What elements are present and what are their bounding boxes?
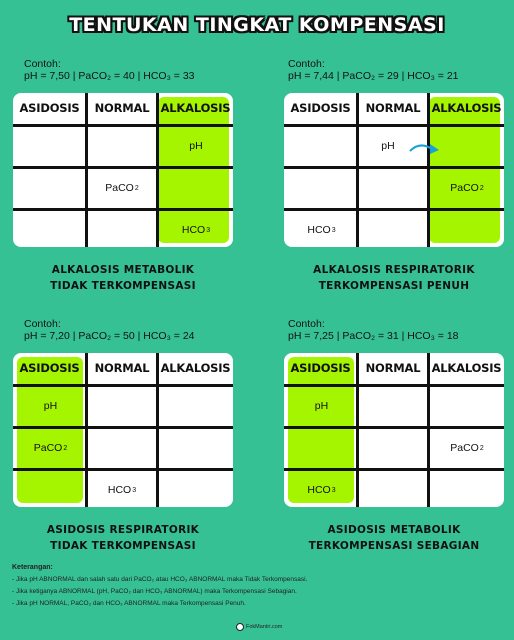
cell-hco3: HCO 3 bbox=[307, 224, 336, 236]
header-normal: NORMAL bbox=[94, 101, 150, 115]
caption-line: TERKOMPENSASI SEBAGIAN bbox=[308, 540, 480, 552]
divider bbox=[13, 426, 233, 429]
highlight-asidosis bbox=[17, 357, 83, 503]
cell-paco2: PaCO 2 bbox=[450, 442, 484, 454]
divider bbox=[13, 124, 233, 127]
header-asidosis: ASIDOSIS bbox=[290, 101, 351, 115]
highlight-alkalosis bbox=[158, 97, 229, 243]
cell-hco3: HCO 3 bbox=[181, 224, 211, 236]
header-asidosis: ASIDOSIS bbox=[290, 361, 351, 375]
cell-ph: pH bbox=[189, 140, 203, 152]
cell-paco2: PaCO 2 bbox=[33, 442, 68, 454]
divider bbox=[427, 93, 430, 247]
header-alkalosis: ALKALOSIS bbox=[431, 361, 502, 375]
notes-title: Keterangan: bbox=[12, 564, 53, 571]
cell-hco3: HCO 3 bbox=[307, 484, 336, 496]
caption-line: ALKALOSIS METABOLIK bbox=[51, 264, 195, 276]
divider bbox=[284, 208, 504, 211]
divider bbox=[284, 384, 504, 387]
caption-2: ALKALOSIS RESPIRATORIK TERKOMPENSASI PEN… bbox=[284, 262, 504, 294]
divider bbox=[13, 384, 233, 387]
example-values: pH = 7,20 | PaCO₂ = 50 | HCO₃ = 24 bbox=[24, 330, 195, 342]
caption-line: ASIDOSIS METABOLIK bbox=[327, 524, 461, 536]
example-label: Contoh: bbox=[288, 58, 325, 70]
header-alkalosis: ALKALOSIS bbox=[431, 101, 502, 115]
cell-ph: pH bbox=[43, 400, 58, 412]
header-normal: NORMAL bbox=[365, 101, 421, 115]
example-values: pH = 7,44 | PaCO₂ = 29 | HCO₃ = 21 bbox=[288, 70, 459, 82]
cell-ph: pH bbox=[314, 400, 329, 412]
divider bbox=[13, 208, 233, 211]
cell-ph: pH bbox=[381, 140, 395, 152]
divider bbox=[356, 93, 359, 247]
divider bbox=[156, 353, 159, 507]
header-alkalosis: ALKALOSIS bbox=[160, 361, 231, 375]
divider bbox=[85, 353, 88, 507]
page-title: TENTUKAN TINGKAT KOMPENSASI bbox=[69, 14, 445, 36]
divider bbox=[356, 353, 359, 507]
header-normal: NORMAL bbox=[365, 361, 421, 375]
cell-paco2: PaCO 2 bbox=[450, 182, 484, 194]
divider bbox=[284, 124, 504, 127]
example-label: Contoh: bbox=[288, 318, 325, 330]
example-values: pH = 7,25 | PaCO₂ = 31 | HCO₃ = 18 bbox=[288, 330, 459, 342]
cell-hco3: HCO 3 bbox=[107, 484, 137, 496]
arrow-right-icon bbox=[409, 144, 439, 154]
header-asidosis: ASIDOSIS bbox=[19, 101, 80, 115]
highlight-alkalosis bbox=[429, 97, 500, 243]
footer-text: FokMantri.com bbox=[246, 624, 283, 630]
header-normal: NORMAL bbox=[94, 361, 150, 375]
notes: Keterangan: - Jika pH ABNORMAL dan salah… bbox=[12, 562, 502, 610]
example-values: pH = 7,50 | PaCO₂ = 40 | HCO₃ = 33 bbox=[24, 70, 195, 82]
table-card-4: ASIDOSIS NORMAL ALKALOSIS pH PaCO 2 HCO 3 bbox=[284, 353, 504, 507]
note-item: - Jika pH NORMAL, PaCO₂ dan HCO₃ ABNORMA… bbox=[12, 600, 246, 607]
table-card-2: ASIDOSIS NORMAL ALKALOSIS pH PaCO 2 HCO 3 bbox=[284, 93, 504, 247]
divider bbox=[284, 166, 504, 169]
divider bbox=[13, 468, 233, 471]
highlight-asidosis bbox=[288, 357, 354, 503]
divider bbox=[85, 93, 88, 247]
caption-line: TIDAK TERKOMPENSASI bbox=[50, 540, 196, 552]
caption-3: ASIDOSIS RESPIRATORIK TIDAK TERKOMPENSAS… bbox=[13, 522, 233, 554]
example-4: Contoh: pH = 7,25 | PaCO₂ = 31 | HCO₃ = … bbox=[288, 318, 514, 342]
divider bbox=[13, 166, 233, 169]
cell-paco2: PaCO 2 bbox=[105, 182, 139, 194]
caption-line: TERKOMPENSASI PENUH bbox=[318, 280, 470, 292]
example-3: Contoh: pH = 7,20 | PaCO₂ = 50 | HCO₃ = … bbox=[24, 318, 264, 342]
divider bbox=[284, 468, 504, 471]
caption-4: ASIDOSIS METABOLIK TERKOMPENSASI SEBAGIA… bbox=[284, 522, 504, 554]
caption-line: ALKALOSIS RESPIRATORIK bbox=[313, 264, 475, 276]
example-label: Contoh: bbox=[24, 58, 61, 70]
note-item: - Jika pH ABNORMAL dan salah satu dari P… bbox=[12, 576, 308, 583]
divider bbox=[156, 93, 159, 247]
footer: FokMantri.com bbox=[236, 623, 282, 631]
example-2: Contoh: pH = 7,44 | PaCO₂ = 29 | HCO₃ = … bbox=[288, 58, 514, 82]
note-item: - Jika ketiganya ABNORMAL (pH, PaCO₂ dan… bbox=[12, 588, 297, 595]
table-card-1: ASIDOSIS NORMAL ALKALOSIS pH PaCO 2 HCO 3 bbox=[13, 93, 233, 247]
example-1: Contoh: pH = 7,50 | PaCO₂ = 40 | HCO₃ = … bbox=[24, 58, 264, 82]
divider bbox=[284, 426, 504, 429]
header-alkalosis: ALKALOSIS bbox=[160, 101, 231, 115]
example-label: Contoh: bbox=[24, 318, 61, 330]
divider bbox=[427, 353, 430, 507]
caption-1: ALKALOSIS METABOLIK TIDAK TERKOMPENSASI bbox=[13, 262, 233, 294]
logo-icon bbox=[236, 623, 244, 631]
caption-line: TIDAK TERKOMPENSASI bbox=[50, 280, 196, 292]
caption-line: ASIDOSIS RESPIRATORIK bbox=[46, 524, 200, 536]
table-card-3: ASIDOSIS NORMAL ALKALOSIS pH PaCO 2 HCO 3 bbox=[13, 353, 233, 507]
header-asidosis: ASIDOSIS bbox=[19, 361, 80, 375]
